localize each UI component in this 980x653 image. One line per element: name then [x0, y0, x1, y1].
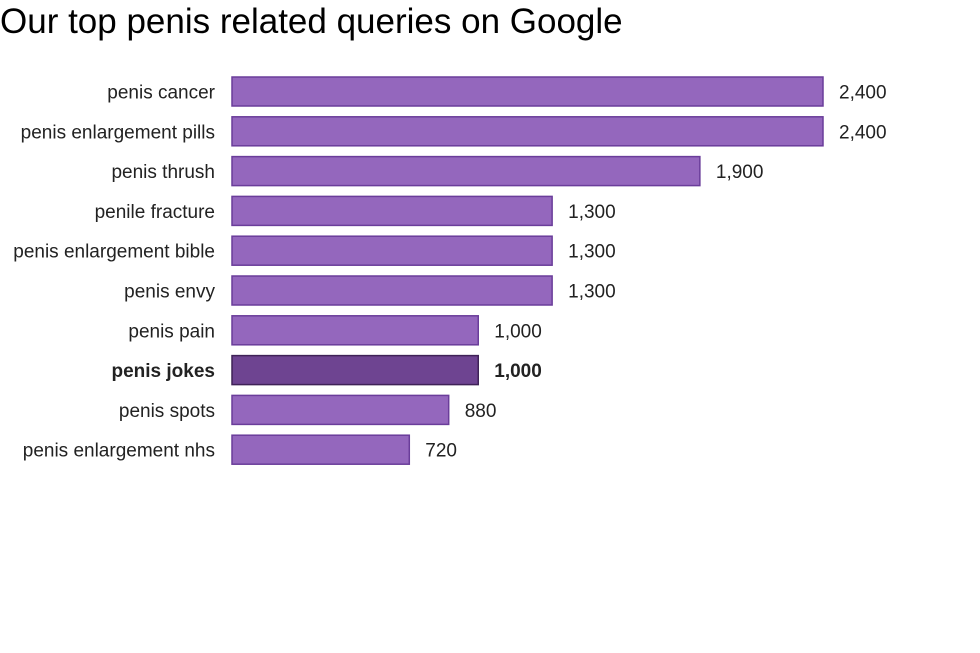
category-label-8: penis spots [119, 401, 215, 422]
bar-7 [231, 354, 479, 386]
value-label-9: 720 [425, 441, 457, 462]
bar-4 [231, 235, 553, 266]
bar-9 [231, 434, 411, 465]
chart-title: Our top penis related queries on Google [0, 2, 623, 41]
category-label-5: penis envy [124, 282, 215, 303]
bar-2 [231, 155, 701, 187]
category-label-3: penile fracture [95, 202, 215, 223]
value-label-6: 1,000 [494, 321, 542, 342]
bar-0 [231, 76, 824, 107]
category-label-4: penis enlargement bible [13, 242, 215, 263]
category-label-2: penis thrush [111, 162, 215, 183]
value-label-7: 1,000 [494, 361, 542, 382]
category-label-1: penis enlargement pills [21, 122, 215, 143]
bar-6 [231, 315, 479, 346]
category-label-6: penis pain [128, 321, 215, 342]
bar-8 [231, 394, 450, 426]
value-label-1: 2,400 [839, 122, 887, 143]
bar-1 [231, 116, 824, 147]
bar-3 [231, 195, 553, 227]
value-label-4: 1,300 [568, 242, 616, 263]
value-label-8: 880 [465, 401, 497, 422]
value-label-0: 2,400 [839, 83, 887, 104]
category-label-7: penis jokes [112, 361, 216, 382]
category-label-0: penis cancer [107, 83, 215, 104]
value-label-3: 1,300 [568, 202, 616, 223]
bar-5 [231, 275, 553, 306]
value-label-2: 1,900 [716, 162, 764, 183]
category-label-9: penis enlargement nhs [23, 441, 215, 462]
value-label-5: 1,300 [568, 282, 616, 303]
